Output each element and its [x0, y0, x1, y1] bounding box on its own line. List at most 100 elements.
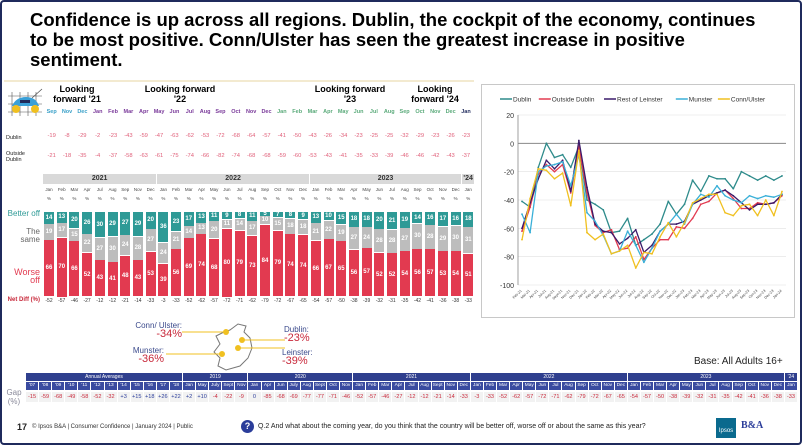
data-point [740, 204, 743, 207]
net-diff-value: -72 [274, 298, 282, 304]
cell-value: -4 [95, 153, 101, 159]
month-header: Jan [92, 109, 103, 115]
bar-segment-better: 7 [272, 212, 283, 218]
cell-value: -35 [78, 153, 87, 159]
cell-value: -37 [461, 153, 471, 159]
data-point [691, 179, 694, 182]
gap-value: -54 [627, 392, 640, 402]
bar-month-label: Aug [248, 187, 257, 192]
bar-segment-worse: 79 [272, 230, 283, 297]
gap-col-header: '16 [143, 382, 156, 390]
data-point [732, 194, 735, 197]
bar-pct-label: % [123, 196, 128, 201]
net-diff-value: -79 [261, 298, 269, 304]
month-header: Oct [231, 109, 241, 115]
data-point [602, 230, 605, 233]
cell-value: -2 [95, 133, 101, 139]
bar-segment-worse: 65 [336, 241, 347, 297]
year-header: 2021 [43, 174, 157, 184]
data-point [586, 211, 588, 214]
series-line-rest-of-leinster [521, 139, 783, 254]
data-point [610, 231, 613, 234]
gap-value: -35 [719, 392, 732, 402]
bar-month-label: Oct [426, 187, 434, 192]
cell-value: -41 [339, 153, 348, 159]
bar-segment-same: 30 [107, 236, 118, 262]
cell-value: -53 [308, 153, 317, 159]
gap-value: -57 [640, 392, 654, 402]
net-diff-value: -52 [185, 298, 193, 304]
gap-value: -72 [588, 392, 601, 402]
bar-segment-worse: 41 [107, 262, 118, 297]
cell-value: -74 [231, 153, 240, 159]
month-header: Jul [369, 109, 378, 115]
bar-segment-worse: 56 [348, 249, 359, 297]
gap-col-header: Jan [248, 382, 261, 390]
data-point [618, 250, 621, 252]
gap-group-header: 2023 [627, 373, 784, 381]
x-tick-label: Oct-23 [748, 289, 758, 299]
month-header: Aug [383, 109, 395, 115]
bar-month-label: Nov [438, 187, 447, 192]
data-point [594, 223, 597, 225]
group-label-24: Looking forward '24 [411, 84, 459, 104]
cell-value: -57 [262, 133, 271, 139]
gap-col-header: Aug [418, 382, 431, 390]
gap-value: -27 [392, 392, 405, 402]
bar-segment-same: 21 [171, 231, 182, 249]
gap-col-header: Jan [183, 382, 196, 390]
bar-segment-same: 21 [310, 223, 321, 241]
bar-segment-same: 27 [348, 227, 359, 250]
bar-pct-label: % [148, 196, 153, 201]
gap-value: -69 [287, 392, 300, 402]
data-point [545, 142, 548, 145]
stacked-bar: 13 13 74 [196, 212, 207, 297]
gap-col-header: Nov [340, 382, 353, 390]
stacked-bar: 29 28 43 [132, 212, 143, 297]
gap-col-header: Oct [745, 382, 758, 390]
data-point [651, 252, 653, 255]
month-header: Feb [292, 109, 303, 115]
stacked-bar: 19 27 54 [399, 212, 410, 297]
data-point [675, 235, 678, 238]
bar-segment-worse: 66 [310, 240, 321, 297]
bar-segment-worse: 43 [94, 260, 105, 297]
bar-segment-better: 20 [145, 212, 156, 229]
gap-col-header: '12 [91, 382, 104, 390]
gap-value: -4 [209, 392, 222, 402]
bar-segment-worse: 52 [82, 252, 93, 297]
bar-segment-same: 14 [183, 226, 194, 238]
stacked-bar: 11 20 68 [209, 212, 220, 297]
cell-value: -29 [415, 133, 425, 139]
gap-value: -38 [771, 392, 784, 402]
gap-value: -12 [405, 392, 418, 402]
data-point [756, 203, 759, 206]
data-point [545, 165, 548, 167]
data-point [634, 244, 637, 247]
data-point [577, 139, 580, 142]
data-point [732, 187, 735, 190]
bar-pct-label: % [97, 196, 102, 201]
cell-value: -21 [47, 153, 56, 159]
x-tick-label: Aug-21 [544, 289, 555, 300]
bar-month-label: Jul [389, 187, 395, 192]
bar-segment-worse: 57 [361, 248, 372, 297]
bar-segment-same: 13 [196, 223, 207, 234]
bar-segment-better: 29 [132, 212, 143, 237]
y-tick-label: -100 [500, 283, 514, 290]
bar-month-label: Feb [172, 187, 180, 192]
data-point [732, 214, 735, 217]
y-tick-label: -20 [504, 170, 514, 177]
net-diff-value: -36 [439, 298, 447, 304]
stacked-bar: 5 10 84 [260, 211, 270, 297]
net-diff-value: -71 [235, 298, 244, 304]
data-point [683, 203, 686, 206]
data-point [642, 238, 645, 241]
bar-segment-better: 27 [120, 212, 131, 235]
bar-segment-worse: 79 [234, 230, 245, 297]
net-diff-value: -3 [161, 298, 166, 304]
data-point [651, 247, 653, 250]
month-header: Jan [461, 109, 471, 115]
bar-month-label: Nov [133, 187, 142, 192]
question-icon[interactable]: ? [241, 420, 254, 433]
